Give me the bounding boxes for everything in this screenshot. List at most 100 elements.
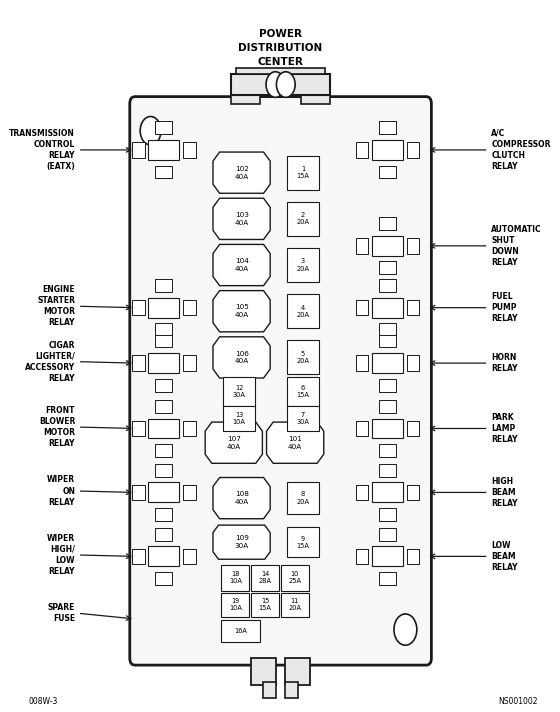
- Text: ENGINE
STARTER
MOTOR
RELAY: ENGINE STARTER MOTOR RELAY: [37, 285, 75, 328]
- Bar: [148, 353, 179, 373]
- Bar: [285, 658, 310, 685]
- Bar: [236, 68, 325, 74]
- Bar: [287, 294, 319, 328]
- Text: 8
20A: 8 20A: [296, 491, 310, 505]
- Text: 19
10A: 19 10A: [229, 598, 242, 612]
- Bar: [155, 379, 172, 392]
- Text: 15
15A: 15 15A: [259, 598, 272, 612]
- Bar: [155, 122, 172, 135]
- Bar: [155, 528, 172, 540]
- Bar: [287, 248, 319, 282]
- Text: NS001002: NS001002: [498, 696, 538, 706]
- Text: 2
20A: 2 20A: [296, 212, 310, 226]
- Polygon shape: [213, 152, 270, 193]
- Text: 4
20A: 4 20A: [296, 305, 310, 318]
- Bar: [301, 95, 330, 104]
- Bar: [183, 485, 196, 501]
- Text: 3
20A: 3 20A: [296, 258, 310, 272]
- Bar: [251, 565, 279, 590]
- Bar: [407, 238, 419, 253]
- Bar: [372, 140, 403, 160]
- Bar: [221, 565, 249, 590]
- Text: 105
40A: 105 40A: [235, 304, 249, 318]
- Bar: [155, 323, 172, 336]
- Bar: [407, 300, 419, 315]
- Bar: [148, 298, 179, 318]
- Bar: [379, 166, 395, 178]
- Bar: [148, 483, 179, 503]
- Bar: [379, 122, 395, 135]
- Text: 101
40A: 101 40A: [288, 436, 302, 449]
- Bar: [379, 400, 395, 413]
- Polygon shape: [205, 422, 263, 464]
- Bar: [379, 323, 395, 336]
- Bar: [379, 444, 395, 457]
- Bar: [407, 421, 419, 436]
- Text: 12
30A: 12 30A: [232, 385, 245, 398]
- Text: 108
40A: 108 40A: [235, 491, 249, 505]
- Text: HIGH
BEAM
RELAY: HIGH BEAM RELAY: [491, 477, 517, 508]
- FancyBboxPatch shape: [130, 97, 431, 665]
- Text: TRANSMISSION
CONTROL
RELAY
(EATX): TRANSMISSION CONTROL RELAY (EATX): [10, 129, 75, 171]
- Bar: [155, 400, 172, 413]
- Bar: [379, 217, 395, 230]
- Bar: [285, 682, 298, 698]
- Bar: [251, 592, 279, 617]
- Bar: [287, 377, 319, 407]
- Bar: [356, 238, 368, 253]
- Text: 6
15A: 6 15A: [296, 385, 309, 398]
- Polygon shape: [213, 198, 270, 239]
- Bar: [155, 464, 172, 477]
- Bar: [356, 355, 368, 371]
- Bar: [132, 355, 145, 371]
- Bar: [379, 335, 395, 347]
- Text: PARK
LAMP
RELAY: PARK LAMP RELAY: [491, 413, 517, 444]
- Text: 106
40A: 106 40A: [235, 350, 249, 365]
- Bar: [287, 528, 319, 557]
- Bar: [379, 508, 395, 521]
- Bar: [407, 485, 419, 501]
- Text: 9
15A: 9 15A: [296, 535, 309, 549]
- Bar: [223, 377, 255, 407]
- Bar: [231, 95, 260, 104]
- Bar: [287, 406, 319, 431]
- Text: 11
20A: 11 20A: [288, 598, 301, 612]
- Text: WIPER
ON
RELAY: WIPER ON RELAY: [47, 476, 75, 507]
- Bar: [155, 335, 172, 347]
- Bar: [379, 261, 395, 274]
- Bar: [183, 142, 196, 158]
- Text: SPARE
FUSE: SPARE FUSE: [48, 603, 75, 623]
- Bar: [372, 236, 403, 256]
- Bar: [155, 572, 172, 585]
- Bar: [183, 355, 196, 371]
- Bar: [372, 353, 403, 373]
- Bar: [379, 379, 395, 392]
- Bar: [287, 156, 319, 189]
- Bar: [407, 548, 419, 564]
- Bar: [379, 464, 395, 477]
- Circle shape: [277, 72, 295, 98]
- Circle shape: [140, 117, 161, 145]
- Text: CIGAR
LIGHTER/
ACCESSORY
RELAY: CIGAR LIGHTER/ ACCESSORY RELAY: [25, 340, 75, 383]
- Bar: [287, 483, 319, 514]
- Bar: [263, 682, 276, 698]
- Text: 1
15A: 1 15A: [296, 166, 309, 179]
- Bar: [148, 140, 179, 160]
- Bar: [379, 528, 395, 540]
- Bar: [287, 201, 319, 236]
- Text: 7
30A: 7 30A: [296, 412, 309, 425]
- Text: POWER
DISTRIBUTION
CENTER: POWER DISTRIBUTION CENTER: [239, 29, 323, 67]
- Bar: [231, 74, 330, 95]
- Text: FRONT
BLOWER
MOTOR
RELAY: FRONT BLOWER MOTOR RELAY: [39, 406, 75, 449]
- Circle shape: [266, 72, 284, 98]
- Bar: [183, 548, 196, 564]
- Text: LOW
BEAM
RELAY: LOW BEAM RELAY: [491, 541, 517, 572]
- Bar: [407, 355, 419, 371]
- Bar: [281, 565, 309, 590]
- Text: 16A: 16A: [234, 628, 247, 634]
- Bar: [372, 546, 403, 566]
- Text: 13
10A: 13 10A: [232, 412, 245, 425]
- Bar: [356, 485, 368, 501]
- Text: A/C
COMPRESSOR
CLUTCH
RELAY: A/C COMPRESSOR CLUTCH RELAY: [491, 129, 550, 171]
- Bar: [155, 444, 172, 457]
